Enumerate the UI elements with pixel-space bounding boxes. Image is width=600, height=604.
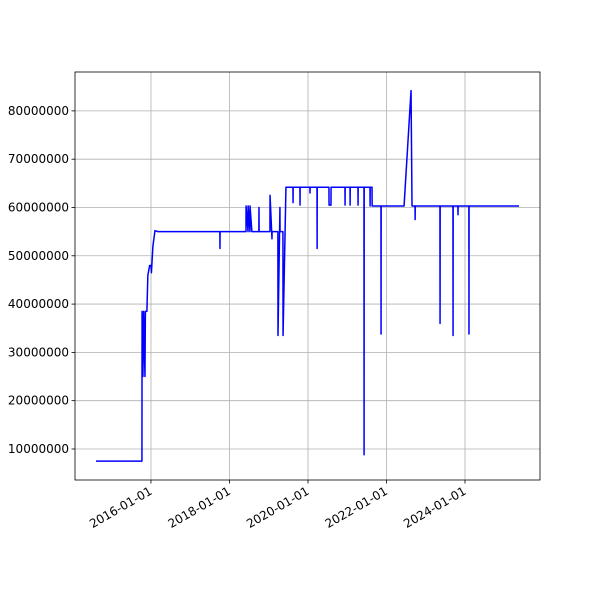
x-tick-label: 2016-01-01	[87, 484, 154, 531]
plot-frame	[74, 71, 541, 481]
data-line	[95, 89, 520, 462]
y-tick-label: 30000000	[8, 345, 69, 359]
y-tick-label: 40000000	[8, 297, 69, 311]
y-tick-label: 50000000	[8, 249, 69, 263]
y-tick-label: 80000000	[8, 104, 69, 118]
y-tick-label: 70000000	[8, 152, 69, 166]
y-tick-label: 10000000	[8, 442, 69, 456]
y-tick-label: 60000000	[8, 200, 69, 214]
x-tick-label: 2024-01-01	[401, 484, 468, 531]
x-tick-label: 2020-01-01	[244, 484, 311, 531]
x-tick-label: 2022-01-01	[323, 484, 390, 531]
x-tick-label: 2018-01-01	[166, 484, 233, 531]
y-tick-label: 20000000	[8, 394, 69, 408]
